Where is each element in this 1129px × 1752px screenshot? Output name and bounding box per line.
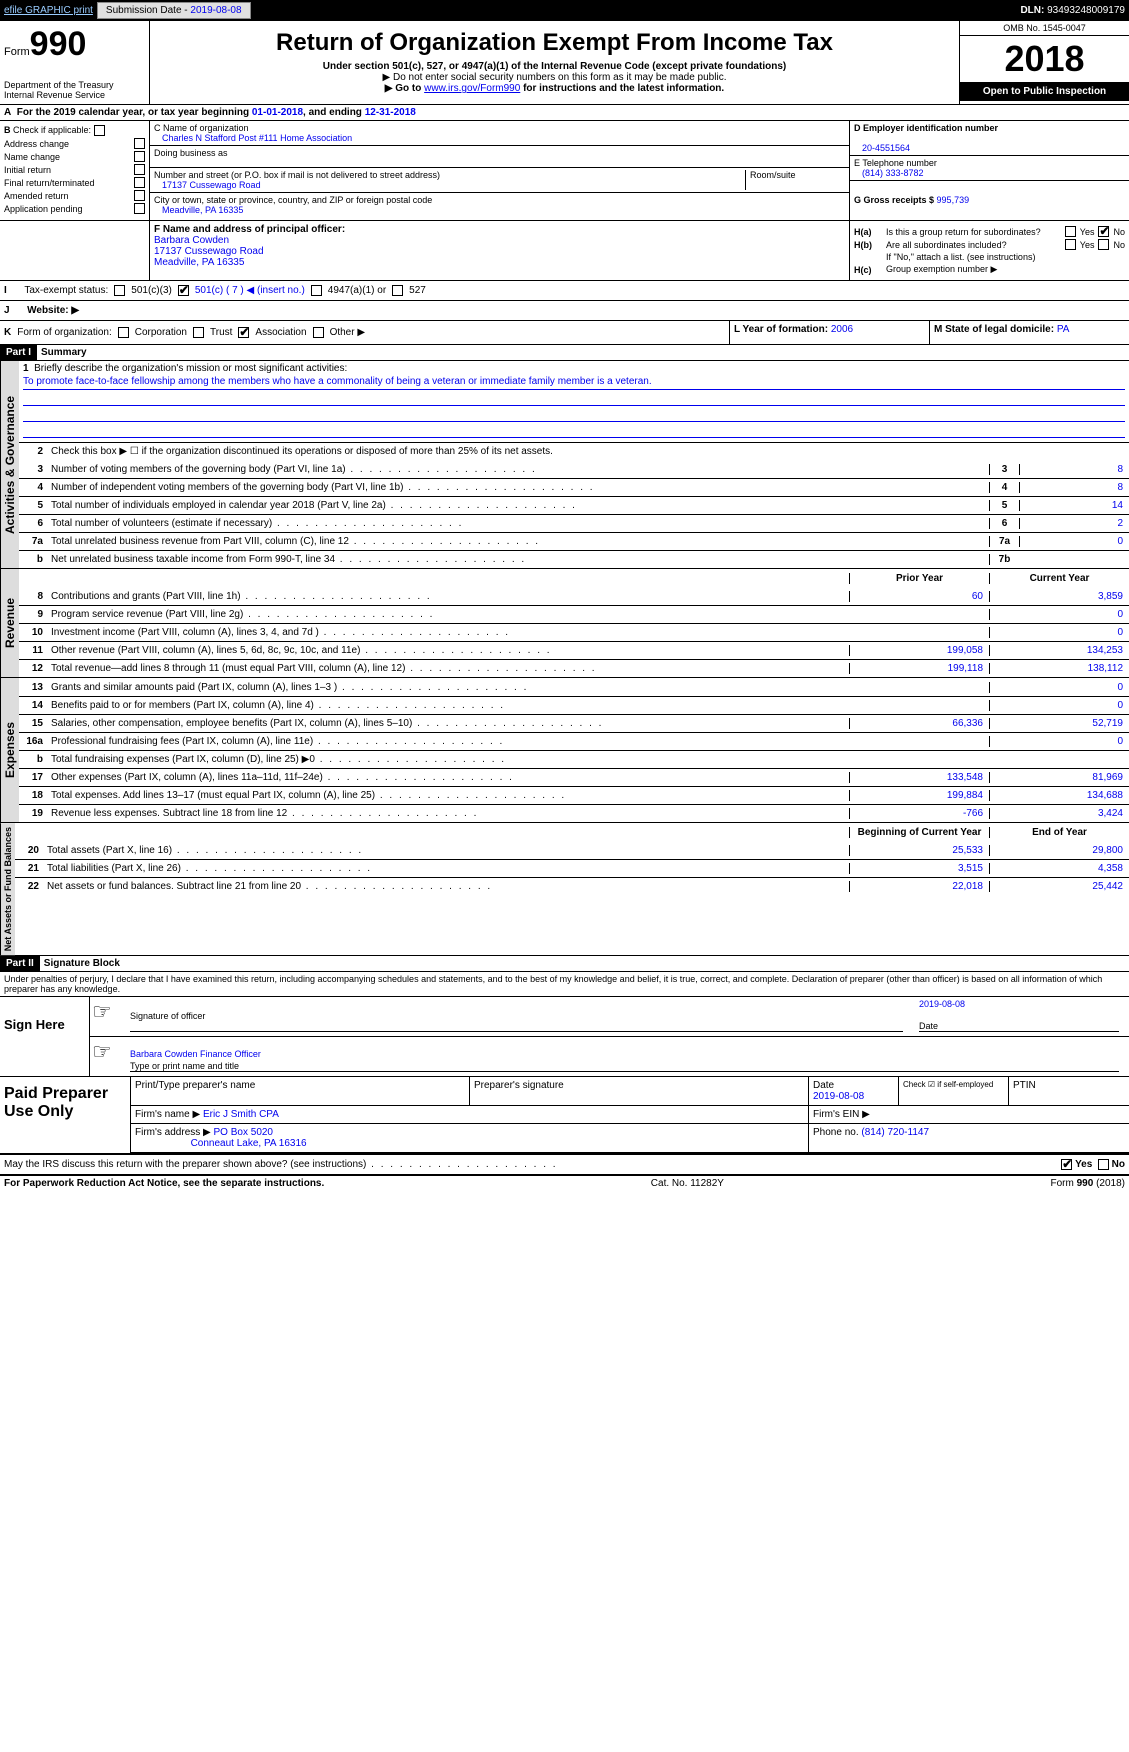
form-number: Form990 — [4, 25, 145, 64]
tab-expenses: Expenses — [0, 678, 19, 822]
revenue-section: Revenue Prior YearCurrent Year 8Contribu… — [0, 569, 1129, 678]
penalty-text: Under penalties of perjury, I declare th… — [0, 972, 1129, 996]
checkbox[interactable] — [94, 125, 105, 136]
subtitle-3: ▶ Go to www.irs.gov/Form990 for instruct… — [158, 83, 951, 94]
city-state-zip: Meadville, PA 16335 — [154, 205, 243, 215]
row-k-l-m: K Form of organization: Corporation Trus… — [0, 321, 1129, 345]
discuss-row: May the IRS discuss this return with the… — [0, 1155, 1129, 1176]
row-f-h: F Name and address of principal officer:… — [0, 221, 1129, 281]
row-j: J Website: ▶ — [0, 301, 1129, 321]
gross-receipts: 995,739 — [937, 195, 970, 205]
phone: (814) 333-8782 — [854, 168, 924, 178]
open-to-public: Open to Public Inspection — [960, 82, 1129, 101]
paid-preparer-block: Paid Preparer Use Only Print/Type prepar… — [0, 1077, 1129, 1155]
col-c: C Name of organizationCharles N Stafford… — [150, 121, 849, 220]
dln: DLN: 93493248009179 — [1020, 5, 1125, 16]
page-footer: For Paperwork Reduction Act Notice, see … — [0, 1176, 1129, 1191]
main-info: B Check if applicable: Address changeNam… — [0, 121, 1129, 221]
irs-link[interactable]: www.irs.gov/Form990 — [424, 83, 520, 94]
netassets-section: Net Assets or Fund Balances Beginning of… — [0, 823, 1129, 956]
part2-header: Part II Signature Block — [0, 956, 1129, 972]
org-name: Charles N Stafford Post #111 Home Associ… — [154, 133, 352, 143]
form-header: Form990 Department of the Treasury Inter… — [0, 21, 1129, 105]
row-i: I Tax-exempt status: 501(c)(3) 501(c) ( … — [0, 281, 1129, 301]
officer-name: Barbara Cowden — [154, 235, 229, 246]
omb-number: OMB No. 1545-0047 — [960, 21, 1129, 36]
dept-treasury: Department of the Treasury Internal Reve… — [4, 80, 145, 100]
form-ref: Form 990 (2018) — [1051, 1178, 1125, 1189]
tab-netassets: Net Assets or Fund Balances — [0, 823, 15, 955]
expenses-section: Expenses 13Grants and similar amounts pa… — [0, 678, 1129, 823]
tab-governance: Activities & Governance — [0, 361, 19, 568]
form-title: Return of Organization Exempt From Incom… — [158, 29, 951, 57]
section-a: A For the 2019 calendar year, or tax yea… — [0, 105, 1129, 121]
sign-here-block: Sign Here ☞ Signature of officer 2019-08… — [0, 996, 1129, 1077]
ein: 20-4551564 — [854, 143, 910, 153]
subtitle-1: Under section 501(c), 527, or 4947(a)(1)… — [158, 61, 951, 72]
submission-date-btn[interactable]: Submission Date - 2019-08-08 — [97, 2, 251, 19]
governance-section: Activities & Governance 1 Briefly descri… — [0, 361, 1129, 569]
c-label: C Name of organization — [154, 123, 249, 133]
tab-revenue: Revenue — [0, 569, 19, 677]
street-address: 17137 Cussewago Road — [154, 180, 261, 190]
dba-label: Doing business as — [154, 148, 228, 158]
tax-year: 2018 — [960, 36, 1129, 82]
col-b: B Check if applicable: Address changeNam… — [0, 121, 150, 220]
subtitle-2: ▶ Do not enter social security numbers o… — [158, 72, 951, 83]
efile-link[interactable]: efile GRAPHIC print — [4, 5, 93, 16]
col-d: D Employer identification number20-45515… — [849, 121, 1129, 220]
mission-text: To promote face-to-face fellowship among… — [23, 376, 1125, 390]
part1-header: Part I Summary — [0, 345, 1129, 361]
top-bar: efile GRAPHIC print Submission Date - 20… — [0, 0, 1129, 21]
